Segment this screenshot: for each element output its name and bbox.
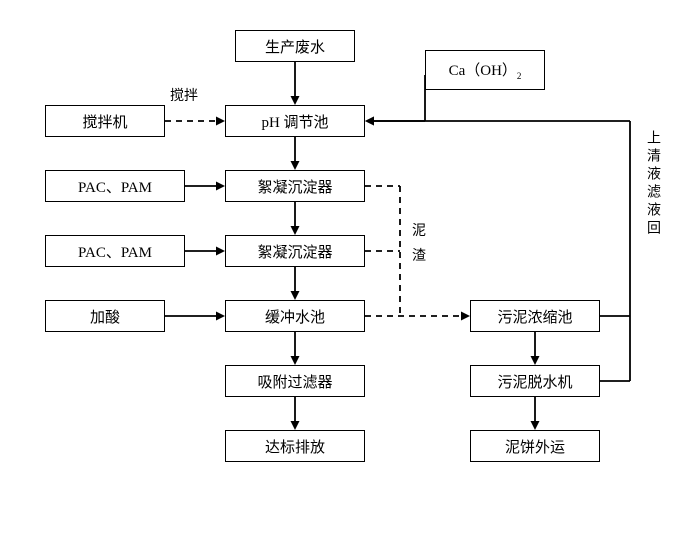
node-label: Ca（OH）2 bbox=[449, 59, 522, 81]
node-label: 加酸 bbox=[90, 306, 120, 327]
node-label: 污泥浓缩池 bbox=[497, 306, 572, 327]
label-recycle: 上清液滤液回 bbox=[642, 130, 662, 238]
node-label: 絮凝沉淀器 bbox=[257, 176, 332, 197]
node-flocculator-2: 絮凝沉淀器 bbox=[225, 235, 365, 267]
flow-arrows bbox=[0, 0, 687, 550]
node-label: PAC、PAM bbox=[78, 241, 152, 262]
node-label: 搅拌机 bbox=[82, 111, 127, 132]
label-slag-2: 渣 bbox=[412, 245, 426, 265]
node-production-wastewater: 生产废水 bbox=[235, 30, 355, 62]
node-discharge: 达标排放 bbox=[225, 430, 365, 462]
node-label: 泥饼外运 bbox=[505, 436, 565, 457]
node-sludge-concentrate: 污泥浓缩池 bbox=[470, 300, 600, 332]
node-label: pH 调节池 bbox=[261, 111, 328, 132]
node-buffer-tank: 缓冲水池 bbox=[225, 300, 365, 332]
node-ph-tank: pH 调节池 bbox=[225, 105, 365, 137]
label-stir: 搅拌 bbox=[170, 85, 198, 105]
node-label: 缓冲水池 bbox=[265, 306, 325, 327]
node-sludge-dewater: 污泥脱水机 bbox=[470, 365, 600, 397]
node-label: 吸附过滤器 bbox=[257, 371, 332, 392]
node-label: PAC、PAM bbox=[78, 176, 152, 197]
node-flocculator-1: 絮凝沉淀器 bbox=[225, 170, 365, 202]
node-caoh2: Ca（OH）2 bbox=[425, 50, 545, 90]
node-mixer: 搅拌机 bbox=[45, 105, 165, 137]
node-label: 达标排放 bbox=[265, 436, 325, 457]
node-label: 絮凝沉淀器 bbox=[257, 241, 332, 262]
node-mudcake-transport: 泥饼外运 bbox=[470, 430, 600, 462]
node-label: 生产废水 bbox=[265, 36, 325, 57]
node-pac-pam-1: PAC、PAM bbox=[45, 170, 185, 202]
node-add-acid: 加酸 bbox=[45, 300, 165, 332]
node-adsorption-filter: 吸附过滤器 bbox=[225, 365, 365, 397]
node-pac-pam-2: PAC、PAM bbox=[45, 235, 185, 267]
node-label: 污泥脱水机 bbox=[497, 371, 572, 392]
label-slag-1: 泥 bbox=[412, 220, 426, 240]
